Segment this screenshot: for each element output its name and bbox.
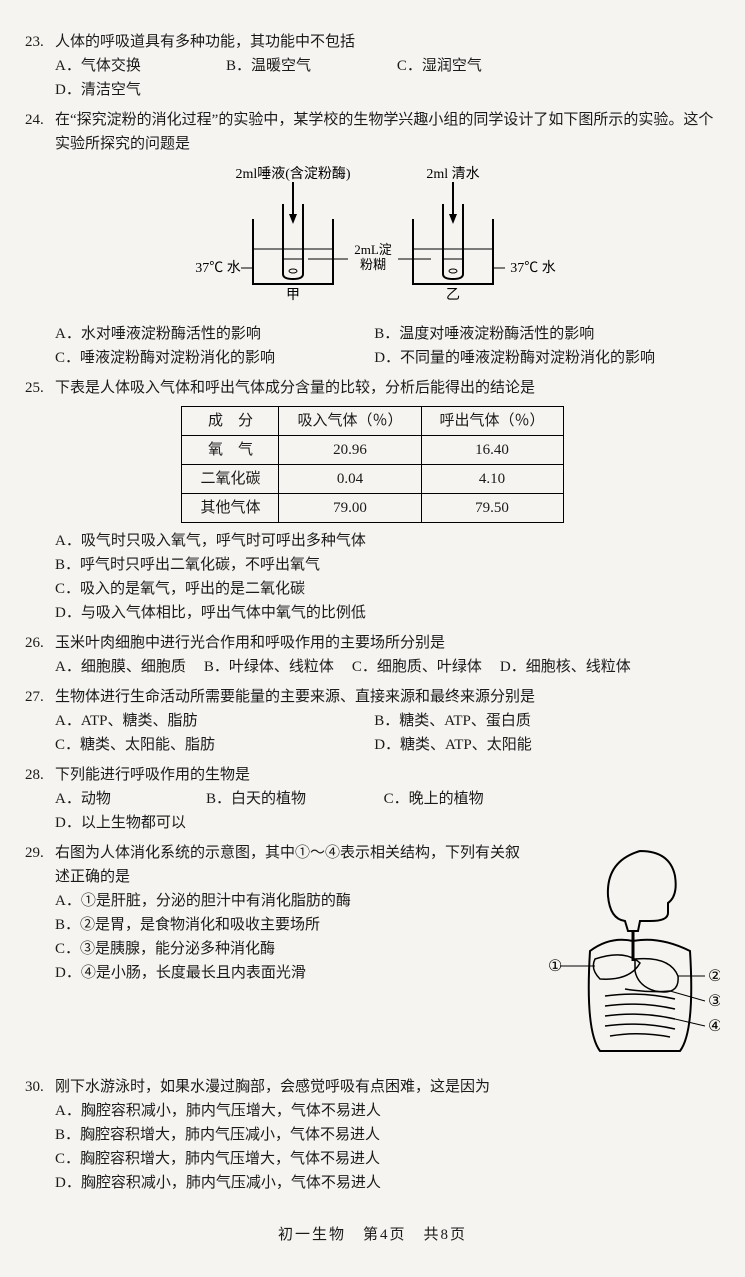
q25-r1c1: 0.04 (279, 465, 421, 494)
q26-text: 玉米叶肉细胞中进行光合作用和呼吸作用的主要场所分别是 (55, 631, 720, 655)
q27-num: 27. (25, 685, 55, 709)
question-29: ① ② ③ ④ 29. 右图为人体消化系统的示意图，其中①～④表示相关结构，下列… (25, 841, 720, 1069)
q29-opt-b: B．②是胃，是食物消化和吸收主要场所 (55, 913, 508, 937)
q27-opt-d: D．糖类、ATP、太阳能 (374, 733, 693, 757)
q25-r0c2: 16.40 (421, 436, 563, 465)
question-26: 26. 玉米叶肉细胞中进行光合作用和呼吸作用的主要场所分别是 A．细胞膜、细胞质… (25, 631, 720, 679)
question-25: 25. 下表是人体吸入气体和呼出气体成分含量的比较，分析后能得出的结论是 成 分… (25, 376, 720, 625)
q25-r1c2: 4.10 (421, 465, 563, 494)
q30-opt-c: C．胸腔容积增大，肺内气压增大，气体不易进人 (55, 1147, 702, 1171)
q25-th-0: 成 分 (182, 407, 279, 436)
q27-opt-b: B．糖类、ATP、蛋白质 (374, 709, 693, 733)
q28-opt-a: A．动物 (55, 787, 188, 811)
q23-num: 23. (25, 30, 55, 54)
q30-opt-a: A．胸腔容积减小，肺内气压增大，气体不易进人 (55, 1099, 702, 1123)
question-27: 27. 生物体进行生命活动所需要能量的主要来源、直接来源和最终来源分别是 A．A… (25, 685, 720, 757)
q25-opt-c: C．吸入的是氧气，呼出的是二氧化碳 (55, 577, 702, 601)
q25-opt-d: D．与吸入气体相比，呼出气体中氧气的比例低 (55, 601, 702, 625)
q26-opt-d: D．细胞核、线粒体 (500, 655, 631, 679)
q30-opt-d: D．胸腔容积减小，肺内气压减小，气体不易进人 (55, 1171, 702, 1195)
q28-opt-d: D．以上生物都可以 (55, 811, 241, 835)
q24-label-saliva: 2ml唾液(含淀粉酶) (235, 166, 350, 182)
q29-opt-d: D．④是小肠，长度最长且内表面光滑 (55, 961, 508, 985)
q30-text: 刚下水游泳时，如果水漫过胸部，会感觉呼吸有点困难，这是因为 (55, 1075, 720, 1099)
question-30: 30. 刚下水游泳时，如果水漫过胸部，会感觉呼吸有点困难，这是因为 A．胸腔容积… (25, 1075, 720, 1195)
q29-label-4: ④ (708, 1018, 720, 1035)
q25-opt-b: B．呼气时只呼出二氧化碳，不呼出氧气 (55, 553, 702, 577)
question-28: 28. 下列能进行呼吸作用的生物是 A．动物 B．白天的植物 C．晚上的植物 D… (25, 763, 720, 835)
question-24: 24. 在“探究淀粉的消化过程”的实验中，某学校的生物学兴趣小组的同学设计了如下… (25, 108, 720, 370)
q24-num: 24. (25, 108, 55, 156)
q29-text: 右图为人体消化系统的示意图，其中①～④表示相关结构，下列有关叙述正确的是 (55, 841, 526, 889)
q25-r2c1: 79.00 (279, 494, 421, 523)
q28-text: 下列能进行呼吸作用的生物是 (55, 763, 720, 787)
q27-opt-c: C．糖类、太阳能、脂肪 (55, 733, 374, 757)
q27-opt-a: A．ATP、糖类、脂肪 (55, 709, 374, 733)
q29-label-3: ③ (708, 993, 720, 1010)
q24-temp-left: 37℃ 水 (195, 260, 241, 276)
q24-beaker-yi: 乙 (446, 287, 460, 303)
q29-label-1: ① (548, 958, 562, 975)
question-23: 23. 人体的呼吸道具有多种功能，其功能中不包括 A．气体交换 B．温暖空气 C… (25, 30, 720, 102)
q24-temp-right: 37℃ 水 (510, 260, 556, 276)
q26-opt-a: A．细胞膜、细胞质 (55, 655, 186, 679)
q24-opt-b: B．温度对唾液淀粉酶活性的影响 (374, 322, 693, 346)
q26-opt-c: C．细胞质、叶绿体 (352, 655, 482, 679)
q24-opt-c: C．唾液淀粉酶对淀粉消化的影响 (55, 346, 374, 370)
q26-opt-b: B．叶绿体、线粒体 (204, 655, 334, 679)
q28-num: 28. (25, 763, 55, 787)
q28-opt-b: B．白天的植物 (206, 787, 366, 811)
q24-diagram: 2ml唾液(含淀粉酶) 37℃ 水 甲 2mL淀 粉糊 2ml 清水 (25, 164, 720, 314)
q24-text: 在“探究淀粉的消化过程”的实验中，某学校的生物学兴趣小组的同学设计了如下图所示的… (55, 108, 720, 156)
q29-diagram: ① ② ③ ④ (530, 841, 720, 1069)
q27-text: 生物体进行生命活动所需要能量的主要来源、直接来源和最终来源分别是 (55, 685, 720, 709)
q23-opt-d: D．清洁空气 (55, 78, 208, 102)
q23-opt-b: B．温暖空气 (226, 54, 379, 78)
q24-label-starch-2: 粉糊 (359, 257, 385, 272)
q30-num: 30. (25, 1075, 55, 1099)
q23-opt-a: A．气体交换 (55, 54, 208, 78)
q25-th-2: 呼出气体（％） (421, 407, 563, 436)
q29-opt-c: C．③是胰腺，能分泌多种消化酶 (55, 937, 508, 961)
q23-opt-c: C．湿润空气 (397, 54, 550, 78)
q24-label-water: 2ml 清水 (426, 166, 479, 182)
q23-text: 人体的呼吸道具有多种功能，其功能中不包括 (55, 30, 720, 54)
q24-label-starch-1: 2mL淀 (354, 242, 392, 257)
page-footer: 初一生物 第4页 共8页 (25, 1223, 720, 1247)
q29-opt-a: A．①是肝脏，分泌的胆汁中有消化脂肪的酶 (55, 889, 508, 913)
q29-num: 29. (25, 841, 55, 889)
q25-text: 下表是人体吸入气体和呼出气体成分含量的比较，分析后能得出的结论是 (55, 376, 720, 400)
q25-table: 成 分 吸入气体（％） 呼出气体（％） 氧 气 20.96 16.40 二氧化碳… (181, 406, 563, 523)
q24-beaker-jia: 甲 (286, 288, 300, 303)
q29-label-2: ② (708, 968, 720, 985)
q24-opt-a: A．水对唾液淀粉酶活性的影响 (55, 322, 374, 346)
q30-opt-b: B．胸腔容积增大，肺内气压减小，气体不易进人 (55, 1123, 702, 1147)
q28-opt-c: C．晚上的植物 (384, 787, 544, 811)
q24-opt-d: D．不同量的唾液淀粉酶对淀粉消化的影响 (374, 346, 693, 370)
q25-th-1: 吸入气体（％） (279, 407, 421, 436)
q25-r0c0: 氧 气 (182, 436, 279, 465)
q25-r2c0: 其他气体 (182, 494, 279, 523)
q25-r2c2: 79.50 (421, 494, 563, 523)
q25-r0c1: 20.96 (279, 436, 421, 465)
q25-r1c0: 二氧化碳 (182, 465, 279, 494)
q26-num: 26. (25, 631, 55, 655)
q25-opt-a: A．吸气时只吸入氧气，呼气时可呼出多种气体 (55, 529, 702, 553)
q25-num: 25. (25, 376, 55, 400)
